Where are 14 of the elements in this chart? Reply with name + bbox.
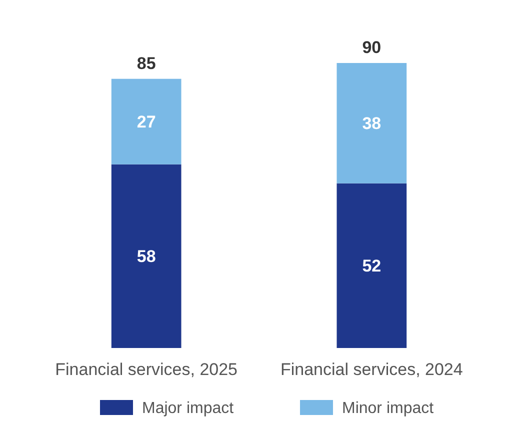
- data-label: 27: [136, 112, 156, 132]
- bar: [111, 78, 182, 164]
- bar: [336, 63, 407, 184]
- data-label: 52: [362, 256, 382, 276]
- x-tick-label: Financial services, 2024: [280, 360, 463, 379]
- data-label: 38: [362, 114, 382, 134]
- x-tick-label: Financial services, 2025: [55, 360, 238, 379]
- data-label: 58: [136, 247, 156, 266]
- bar: [111, 164, 182, 348]
- total-label: 90: [362, 38, 382, 57]
- legend-label: Major impact: [142, 400, 234, 417]
- legend-label: Minor impact: [342, 400, 434, 417]
- bar: [336, 183, 407, 348]
- total-label: 85: [136, 54, 156, 73]
